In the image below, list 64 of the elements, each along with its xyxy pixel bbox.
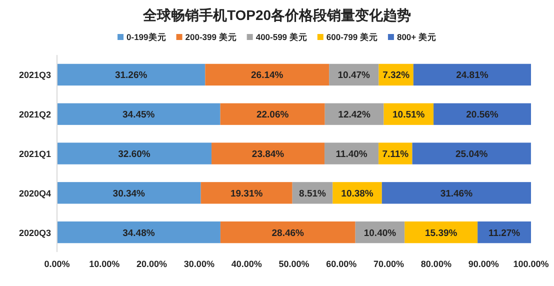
- data-label: 15.39%: [424, 228, 458, 239]
- legend-label: 200-399 美元: [185, 32, 237, 42]
- bar: [57, 182, 201, 204]
- data-label: 19.31%: [230, 188, 264, 200]
- data-label: 25.04%: [455, 149, 488, 160]
- legend-label: 400-599 美元: [256, 32, 308, 42]
- bar: [378, 142, 412, 164]
- data-label: 11.40%: [336, 149, 368, 160]
- data-label: 10.38%: [341, 188, 374, 200]
- y-tick-label: 2021Q3: [18, 70, 51, 80]
- y-tick-label: 2020Q3: [18, 228, 51, 238]
- bar: [205, 64, 330, 86]
- bar: [434, 103, 531, 125]
- x-tick-label: 50.00%: [278, 259, 310, 269]
- x-tick-label: 60.00%: [326, 259, 357, 269]
- x-tick-label: 30.00%: [184, 259, 214, 269]
- data-label: 10.51%: [392, 110, 426, 121]
- x-tick-label: 80.00%: [420, 259, 452, 269]
- data-label: 12.42%: [338, 110, 371, 121]
- bar: [57, 142, 212, 164]
- bar: [412, 142, 531, 164]
- data-label: 28.46%: [272, 228, 305, 239]
- bar: [382, 182, 531, 204]
- data-label: 10.40%: [364, 228, 397, 239]
- data-label: 23.84%: [252, 149, 285, 160]
- bar: [220, 103, 325, 125]
- bar: [57, 103, 220, 125]
- y-tick-label: 2020Q4: [18, 188, 51, 198]
- legend-label: 600-799 美元: [326, 32, 378, 42]
- bar: [57, 64, 206, 86]
- data-label: 34.45%: [122, 110, 156, 121]
- x-tick-label: 0.00%: [44, 259, 70, 269]
- chart-title: 全球畅销手机TOP20各价格段销量变化趋势: [142, 7, 412, 23]
- legend-label: 800+ 美元: [396, 32, 436, 42]
- bar: [200, 182, 292, 204]
- x-tick-label: 10.00%: [89, 259, 120, 269]
- bar: [413, 64, 531, 86]
- x-tick-label: 90.00%: [468, 259, 499, 269]
- data-label: 34.48%: [122, 228, 156, 239]
- data-label: 11.27%: [488, 228, 521, 239]
- data-label: 31.46%: [440, 188, 474, 200]
- legend-label: 0-199美元: [126, 32, 166, 42]
- data-label: 30.34%: [112, 188, 146, 200]
- y-tick-label: 2021Q2: [18, 110, 51, 120]
- data-label: 7.32%: [382, 70, 410, 82]
- data-label: 20.56%: [466, 110, 499, 121]
- bar: [404, 221, 478, 244]
- x-tick-label: 100.00%: [513, 259, 549, 269]
- data-label: 22.06%: [256, 110, 290, 121]
- data-label: 32.60%: [118, 149, 151, 160]
- y-tick-label: 2021Q1: [18, 149, 51, 159]
- x-tick-label: 20.00%: [136, 259, 168, 269]
- data-label: 31.26%: [114, 70, 148, 82]
- bar: [57, 221, 220, 244]
- bar: [220, 221, 356, 244]
- x-tick-label: 70.00%: [374, 259, 404, 269]
- bar: [324, 142, 379, 164]
- data-label: 7.11%: [382, 149, 410, 160]
- data-label: 8.51%: [299, 188, 327, 200]
- data-label: 26.14%: [251, 70, 284, 82]
- data-label: 24.81%: [456, 70, 489, 82]
- x-tick-label: 40.00%: [231, 259, 262, 269]
- data-label: 10.47%: [338, 70, 371, 82]
- bar: [212, 142, 325, 164]
